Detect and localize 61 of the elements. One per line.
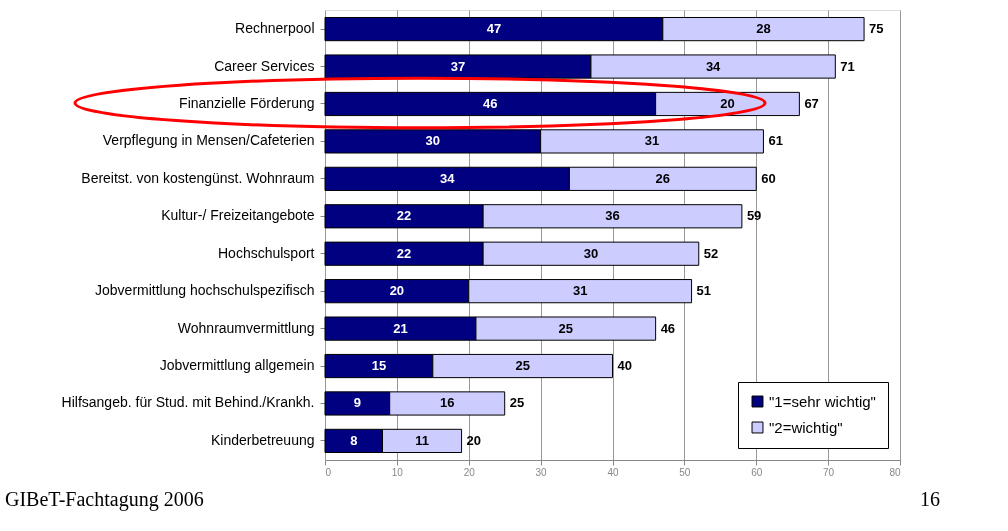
data-label: 8 bbox=[350, 432, 358, 448]
data-label: 22 bbox=[396, 208, 412, 224]
x-tick-label: 60 bbox=[751, 466, 763, 478]
total-label: 52 bbox=[703, 245, 719, 261]
text: 16 bbox=[920, 488, 940, 510]
total-label: 20 bbox=[466, 432, 482, 448]
data-label: 37 bbox=[450, 58, 466, 74]
x-tick-label: 20 bbox=[463, 466, 476, 478]
total-label: 75 bbox=[869, 21, 884, 37]
data-label: 30 bbox=[425, 133, 441, 149]
data-label: 31 bbox=[644, 133, 660, 149]
y-tick-label: Verpflegung in Mensen/Cafeterien bbox=[102, 132, 315, 149]
x-tick-label: 30 bbox=[535, 466, 548, 478]
data-label: 15 bbox=[371, 358, 387, 374]
total-label: 25 bbox=[509, 395, 525, 411]
x-tick-label: 40 bbox=[607, 466, 619, 478]
legend-label: "1=sehr wichtig" bbox=[769, 392, 876, 410]
x-tick-label: 70 bbox=[823, 466, 835, 478]
y-tick-label: Bereitst. von kostengünst. Wohnraum bbox=[81, 169, 315, 186]
total-label: 60 bbox=[761, 170, 776, 186]
y-tick-label: Kinderbetreuung bbox=[210, 431, 315, 448]
data-label: 47 bbox=[486, 21, 502, 37]
y-tick-label: Finanzielle Förderung bbox=[179, 94, 315, 111]
x-tick-label: 80 bbox=[889, 466, 901, 478]
y-tick-label: Wohnraumvermittlung bbox=[177, 319, 315, 336]
data-label: 20 bbox=[720, 95, 735, 111]
data-label: 25 bbox=[515, 358, 530, 374]
total-label: 71 bbox=[840, 58, 855, 74]
data-label: 26 bbox=[655, 170, 671, 186]
y-tick-label: Hochschulsport bbox=[218, 244, 315, 261]
y-tick-label: Jobvermittlung hochschulspezifisch bbox=[95, 282, 315, 299]
total-label: 59 bbox=[746, 208, 762, 224]
total-label: 67 bbox=[804, 95, 819, 111]
text: GIBeT-Fachtagung 2006 bbox=[5, 488, 204, 511]
total-label: 51 bbox=[696, 283, 712, 299]
total-label: 61 bbox=[768, 133, 783, 149]
data-label: 16 bbox=[439, 395, 455, 411]
data-label: 22 bbox=[396, 245, 412, 261]
total-label: 46 bbox=[660, 320, 676, 336]
data-label: 21 bbox=[393, 320, 408, 336]
y-tick-label: Career Services bbox=[214, 57, 315, 74]
x-tick-label: 10 bbox=[391, 466, 404, 478]
data-label: 34 bbox=[705, 58, 722, 74]
y-tick-label: Rechnerpool bbox=[235, 20, 315, 37]
data-label: 28 bbox=[756, 21, 771, 37]
legend-label: "2=wichtig" bbox=[769, 418, 843, 436]
y-tick-label: Jobvermittlung allgemein bbox=[159, 357, 315, 374]
x-tick-label: 0 bbox=[325, 466, 332, 478]
y-tick-label: Kultur-/ Freizeitangebote bbox=[161, 207, 315, 224]
data-label: 34 bbox=[439, 170, 456, 186]
data-label: 31 bbox=[572, 283, 588, 299]
data-label: 11 bbox=[415, 432, 429, 448]
data-label: 20 bbox=[389, 283, 405, 299]
total-label: 40 bbox=[617, 358, 632, 374]
data-label: 46 bbox=[483, 95, 498, 111]
data-label: 36 bbox=[605, 208, 620, 224]
data-label: 30 bbox=[583, 245, 599, 261]
data-label: 9 bbox=[353, 395, 361, 411]
x-tick-label: 50 bbox=[679, 466, 691, 478]
data-label: 25 bbox=[558, 320, 574, 336]
y-tick-label: Hilfsangeb. für Stud. mit Behind./Krankh. bbox=[61, 394, 315, 411]
